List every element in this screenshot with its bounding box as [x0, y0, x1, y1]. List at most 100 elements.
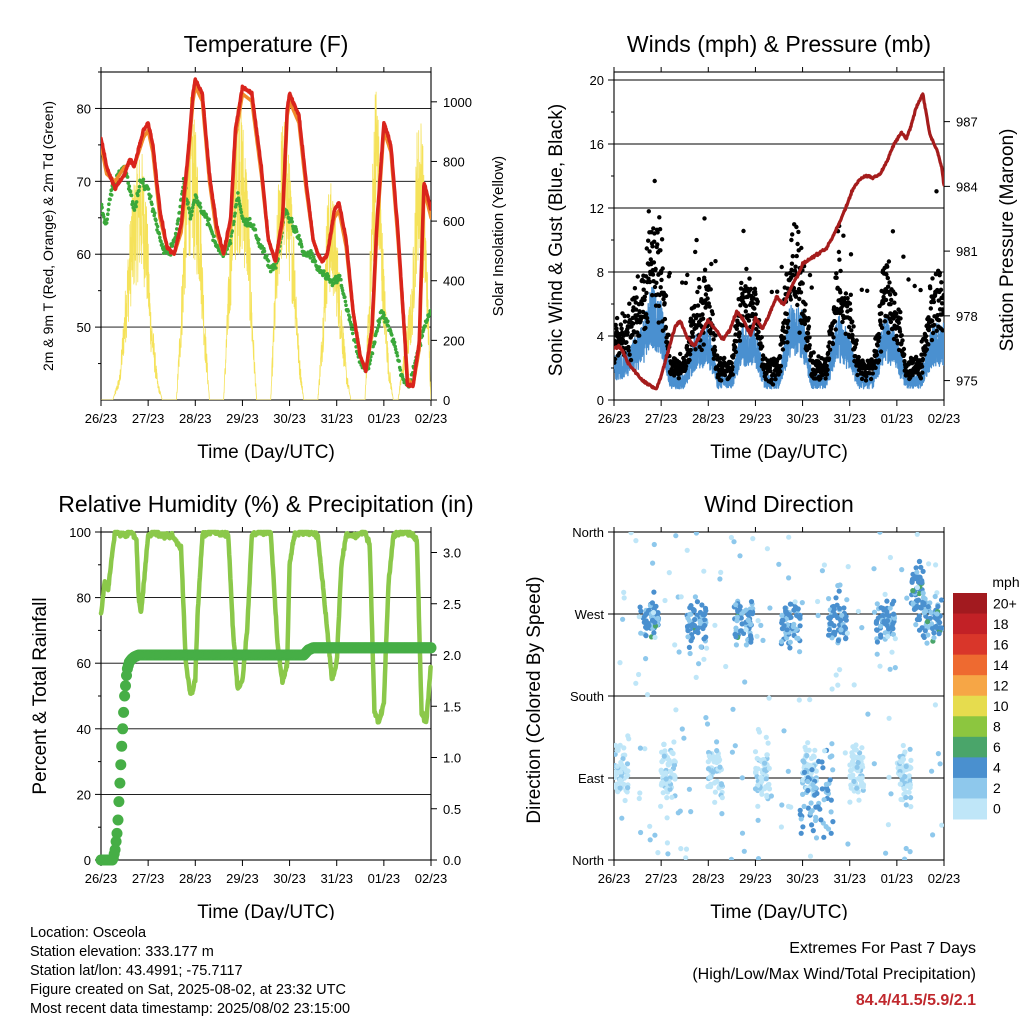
- direction-point: [755, 817, 761, 823]
- dewpoint-point: [377, 323, 381, 328]
- direction-point: [829, 753, 835, 759]
- y-tick-label-left: 0: [84, 853, 91, 868]
- direction-point: [920, 633, 926, 639]
- direction-point: [874, 601, 880, 607]
- direction-point: [655, 615, 661, 622]
- direction-point: [694, 599, 701, 605]
- direction-point: [686, 786, 693, 792]
- gust-point: [656, 303, 662, 309]
- direction-point: [620, 616, 626, 622]
- direction-point: [810, 781, 816, 788]
- direction-point: [754, 755, 760, 762]
- gust-point: [824, 372, 830, 377]
- gust-point: [936, 298, 941, 303]
- gust-point: [781, 340, 786, 345]
- gust-point: [883, 297, 889, 303]
- gust-point: [683, 280, 688, 286]
- direction-point: [937, 761, 943, 767]
- dewpoint-point: [159, 239, 163, 244]
- gust-point: [733, 349, 739, 355]
- gust-point: [881, 300, 886, 306]
- dewpoint-point: [297, 233, 301, 238]
- gust-point: [837, 257, 842, 262]
- dewpoint-point: [232, 219, 236, 224]
- gust-point: [759, 335, 764, 340]
- gust-point: [652, 239, 657, 244]
- gust-point: [680, 280, 685, 285]
- gust-point: [784, 311, 789, 317]
- gust-point: [729, 361, 734, 366]
- direction-point: [619, 762, 625, 768]
- gust-point: [785, 340, 790, 345]
- direction-point: [830, 767, 836, 773]
- gust-point: [637, 333, 642, 338]
- gust-point: [849, 328, 854, 333]
- direction-point: [933, 624, 939, 630]
- direction-point: [615, 746, 621, 752]
- direction-point: [707, 774, 713, 780]
- colorbar-swatch: [953, 798, 987, 820]
- direction-point: [833, 672, 839, 678]
- direction-point: [839, 612, 845, 618]
- gust-point: [788, 297, 793, 302]
- colorbar: mph 20+ 18 16 14 12 10 8 6 4 2 0: [953, 574, 1020, 820]
- gust-point: [653, 266, 658, 272]
- gust-point: [831, 335, 836, 340]
- gust-point: [628, 357, 634, 363]
- dewpoint-point: [190, 209, 194, 214]
- direction-point: [825, 787, 831, 794]
- direction-point: [826, 627, 833, 633]
- y-tick-label-right: 1.5: [443, 699, 461, 714]
- direction-point: [614, 771, 619, 778]
- direction-point: [813, 835, 820, 841]
- direction-point: [783, 609, 789, 615]
- direction-point: [877, 532, 883, 535]
- gust-point: [710, 311, 715, 317]
- direction-point: [625, 785, 631, 791]
- solar-insolation-line: [101, 91, 431, 400]
- direction-point: [785, 768, 791, 774]
- gust-point: [790, 254, 795, 259]
- gust-point: [809, 285, 814, 290]
- y-tick-label-left: 4: [597, 329, 604, 344]
- direction-point: [856, 797, 862, 803]
- dewpoint-point: [126, 181, 130, 185]
- direction-point: [683, 846, 690, 852]
- direction-point: [936, 631, 942, 637]
- direction-point: [821, 562, 828, 568]
- x-tick-label: 26/23: [85, 411, 118, 426]
- direction-point: [763, 734, 769, 740]
- gust-point: [739, 280, 744, 286]
- dewpoint-point: [149, 194, 153, 198]
- direction-point: [929, 768, 935, 774]
- direction-point: [887, 605, 893, 611]
- direction-point: [916, 613, 922, 619]
- dewpoint-point: [238, 207, 243, 212]
- gust-point: [705, 296, 710, 301]
- gust-point: [760, 344, 765, 349]
- gust-point: [888, 302, 893, 307]
- gust-point: [855, 372, 860, 378]
- colorbar-swatch: [953, 757, 987, 779]
- latlon-label: Station lat/lon: 43.4991; -75.7117: [30, 963, 243, 979]
- direction-point: [655, 850, 661, 856]
- gust-point: [793, 294, 799, 299]
- dewpoint-point: [189, 213, 194, 217]
- gust-point: [737, 331, 742, 336]
- gust-point: [825, 350, 831, 356]
- gust-point: [839, 309, 844, 314]
- colorbar-swatch: [953, 736, 987, 758]
- direction-point: [672, 776, 678, 782]
- direction-point: [764, 792, 770, 798]
- direction-point: [787, 639, 793, 645]
- gust-point: [813, 376, 818, 381]
- dewpoint-point: [373, 340, 377, 345]
- dewpoint-point: [176, 217, 181, 221]
- direction-point: [695, 630, 701, 636]
- dewpoint-point: [229, 234, 233, 238]
- direction-point: [768, 793, 775, 799]
- direction-point: [897, 781, 903, 787]
- dewpoint-point: [375, 326, 380, 331]
- gust-point: [627, 352, 632, 357]
- gust-point: [889, 297, 894, 303]
